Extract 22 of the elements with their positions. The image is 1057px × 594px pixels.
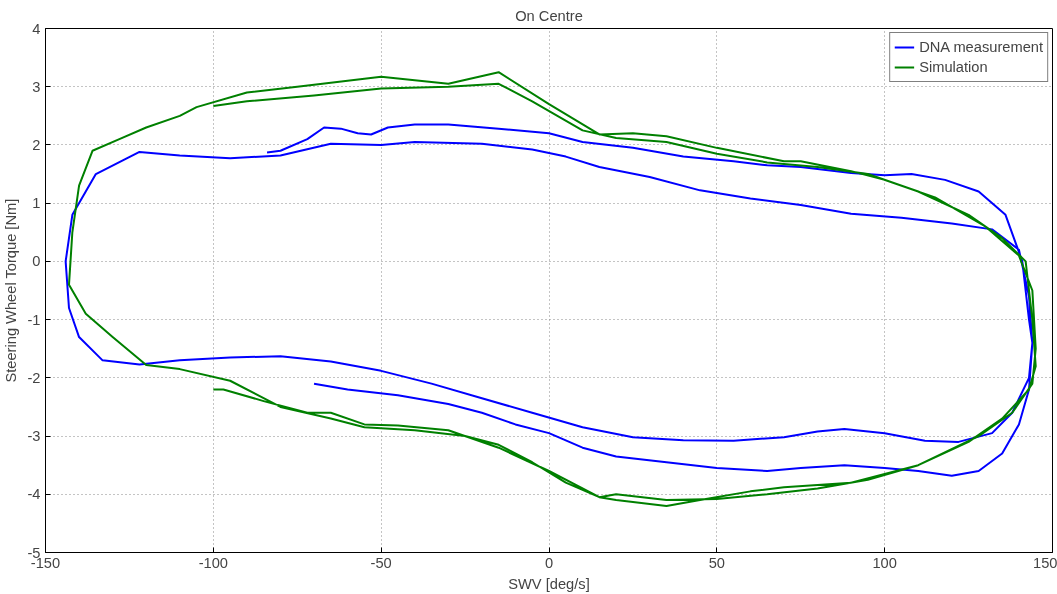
y-tick-label: 0 [32, 253, 41, 270]
y-tick-label: -1 [27, 311, 41, 328]
x-tick-label: 100 [872, 554, 897, 571]
x-tick-label: -100 [198, 554, 229, 571]
y-tick-label: 4 [32, 20, 41, 37]
y-tick-label: 1 [32, 195, 41, 212]
x-tick-label: 50 [708, 554, 725, 571]
x-tick-label: 150 [1033, 554, 1057, 571]
line-series [64, 123, 1034, 477]
x-tick-label: -50 [370, 554, 392, 571]
line-series [68, 71, 1037, 507]
y-tick-label: -2 [27, 369, 41, 386]
y-axis-title: Steering Wheel Torque [Nm] [3, 198, 20, 383]
x-axis-title: SWV [deg/s] [508, 575, 590, 592]
y-tick-label: 3 [32, 78, 41, 95]
y-tick-label: -4 [27, 486, 41, 503]
legend-label: Simulation [919, 59, 988, 75]
x-tick-label: 0 [544, 554, 554, 571]
y-tick-label: -3 [27, 428, 41, 445]
chart-title: On Centre [515, 7, 583, 24]
legend-label: DNA measurement [919, 39, 1043, 55]
y-tick-label: 2 [32, 136, 41, 153]
